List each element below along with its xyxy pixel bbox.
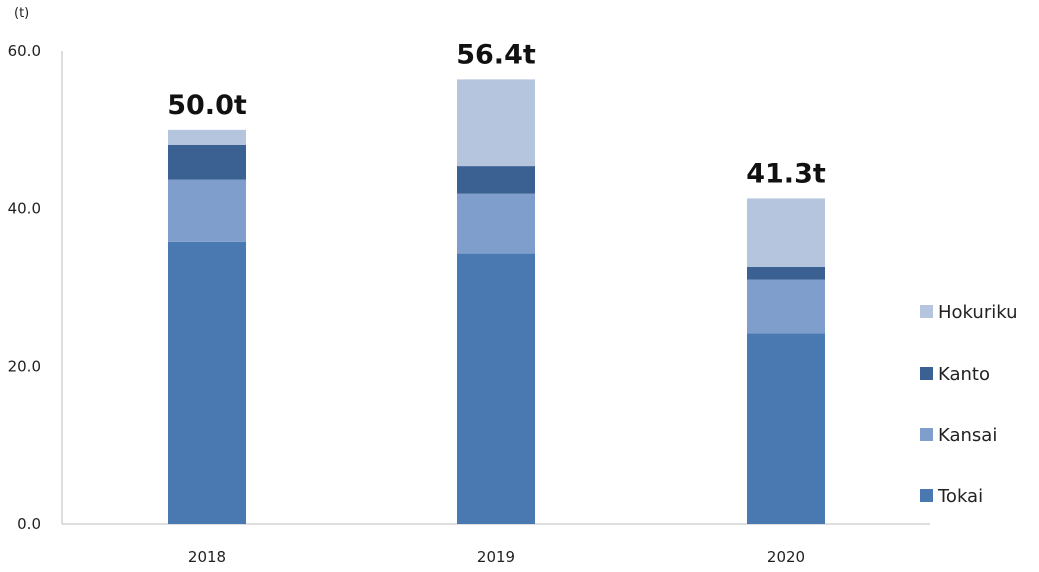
- bar-segment-kanto-2019: [457, 166, 535, 194]
- y-axis-unit-label: (t): [14, 6, 29, 21]
- legend-swatch-kanto: [920, 367, 933, 380]
- legend-label-kanto: Kanto: [938, 364, 990, 385]
- bar-segment-hokuriku-2019: [457, 79, 535, 167]
- total-label-2019: 56.4t: [456, 39, 536, 70]
- bar-segment-kanto-2020: [747, 267, 825, 280]
- bar-segment-kanto-2018: [168, 144, 246, 180]
- y-tick-label: 20.0: [8, 357, 41, 375]
- bar-segment-tokai-2018: [168, 241, 246, 524]
- y-tick-label: 40.0: [8, 200, 41, 218]
- category-labels: 2018 2019 2020: [188, 548, 805, 566]
- total-label-2018: 50.0t: [167, 90, 247, 121]
- bar-segment-tokai-2020: [747, 333, 825, 524]
- legend-label-kansai: Kansai: [938, 425, 997, 446]
- legend: Hokuriku Kanto Kansai Tokai: [920, 302, 1018, 507]
- legend-label-hokuriku: Hokuriku: [938, 302, 1018, 323]
- legend-swatch-hokuriku: [920, 305, 933, 318]
- x-tick-label: 2019: [477, 548, 515, 566]
- x-tick-label: 2018: [188, 548, 226, 566]
- bar-segment-hokuriku-2020: [747, 198, 825, 268]
- bar-segment-kansai-2020: [747, 279, 825, 334]
- bar-segment-kansai-2018: [168, 179, 246, 242]
- bar-stacks: [168, 79, 825, 524]
- total-labels: 50.0t 56.4t 41.3t: [167, 39, 826, 189]
- bar-segment-hokuriku-2018: [168, 129, 246, 145]
- x-tick-label: 2020: [767, 548, 805, 566]
- y-tick-label: 0.0: [17, 515, 41, 533]
- legend-label-tokai: Tokai: [937, 486, 983, 507]
- legend-swatch-tokai: [920, 489, 933, 502]
- total-label-2020: 41.3t: [746, 158, 826, 189]
- y-tick-labels: 0.0 20.0 40.0 60.0: [8, 42, 41, 533]
- bar-segment-kansai-2019: [457, 193, 535, 254]
- bar-segment-tokai-2019: [457, 253, 535, 524]
- y-tick-label: 60.0: [8, 42, 41, 60]
- legend-swatch-kansai: [920, 428, 933, 441]
